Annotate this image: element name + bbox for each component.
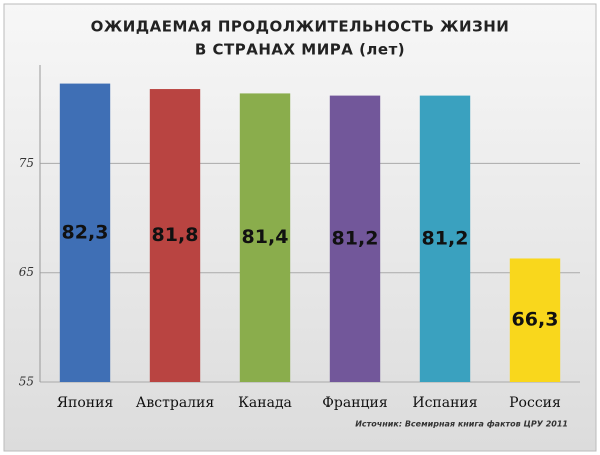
chart-title: В СТРАНАХ МИРА (лет): [195, 41, 405, 59]
x-tick-label: Канада: [238, 395, 292, 411]
value-label: 82,3: [62, 221, 109, 243]
x-tick-label: Россия: [509, 395, 561, 411]
chart-title: ОЖИДАЕМАЯ ПРОДОЛЖИТЕЛЬНОСТЬ ЖИЗНИ: [91, 18, 510, 36]
y-tick-label: 65: [19, 265, 34, 279]
bar: [59, 83, 111, 382]
bar: [329, 95, 381, 382]
x-tick-label: Япония: [57, 395, 114, 411]
source-note: Источник: Всемирная книга фактов ЦРУ 201…: [355, 420, 568, 429]
bar: [149, 89, 201, 382]
x-tick-label: Франция: [322, 395, 388, 411]
bar: [419, 95, 471, 382]
value-label: 66,3: [512, 309, 559, 331]
x-tick-label: Австралия: [136, 395, 215, 411]
bar: [239, 93, 291, 383]
value-label: 81,2: [422, 227, 469, 249]
y-tick-label: 55: [19, 375, 34, 389]
x-tick-label: Испания: [412, 395, 477, 411]
bar: [509, 258, 561, 382]
y-tick-label: 75: [19, 156, 34, 170]
value-label: 81,2: [332, 227, 379, 249]
value-label: 81,4: [242, 226, 289, 248]
value-label: 81,8: [152, 224, 199, 246]
